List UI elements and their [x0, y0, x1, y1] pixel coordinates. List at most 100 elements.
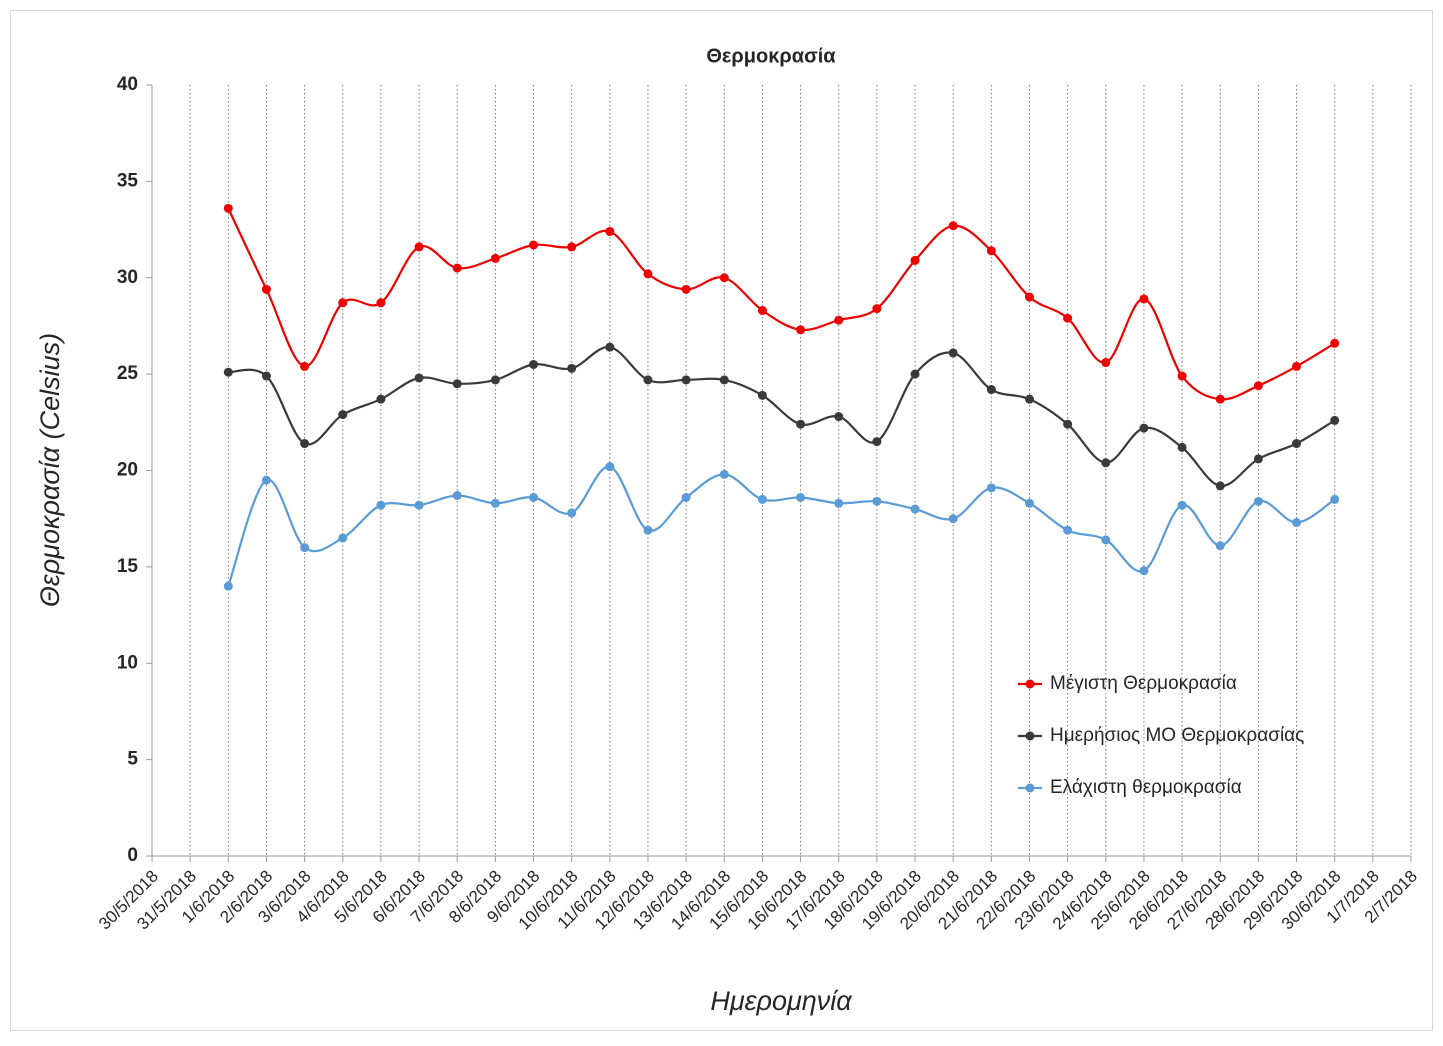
data-point [338, 533, 348, 543]
data-point [605, 226, 615, 236]
data-point [567, 242, 577, 252]
data-point [567, 363, 577, 373]
data-point [1330, 494, 1340, 504]
data-point [1215, 394, 1225, 404]
data-point [338, 410, 348, 420]
legend-label: Ημερήσιος ΜΟ Θερμοκρασίας [1050, 725, 1304, 746]
data-point [605, 462, 615, 472]
data-point [376, 298, 386, 308]
data-point [261, 284, 271, 294]
data-point [757, 306, 767, 316]
data-point [681, 375, 691, 385]
data-point [719, 375, 729, 385]
legend-marker [1025, 783, 1035, 793]
legend-label: Ελάχιστη θερμοκρασία [1050, 777, 1242, 798]
legend-marker [1025, 679, 1035, 689]
data-point [414, 373, 424, 383]
y-tick-label: 0 [127, 845, 138, 866]
data-point [719, 469, 729, 479]
data-point [834, 315, 844, 325]
data-point [1292, 518, 1302, 528]
data-point [1063, 525, 1073, 535]
data-point [490, 253, 500, 263]
data-point [681, 492, 691, 502]
data-point [338, 298, 348, 308]
data-point [1139, 294, 1149, 304]
y-tick-label: 20 [117, 460, 138, 481]
data-point [948, 221, 958, 231]
data-point [1253, 496, 1263, 506]
data-point [910, 255, 920, 265]
y-axis-label: Θερμοκρασία (Celsius) [35, 333, 65, 607]
data-point [300, 439, 310, 449]
y-tick-label: 10 [117, 652, 138, 673]
data-point [567, 508, 577, 518]
legend-label: Μέγιστη Θερμοκρασία [1050, 673, 1237, 694]
data-point [796, 325, 806, 335]
data-point [1330, 415, 1340, 425]
data-point [1292, 439, 1302, 449]
data-point [261, 475, 271, 485]
data-point [872, 437, 882, 447]
data-point [223, 581, 233, 591]
data-point [1139, 566, 1149, 576]
y-tick-label: 40 [117, 74, 138, 95]
chart-title: Θερμοκρασία [706, 45, 836, 67]
data-point [643, 525, 653, 535]
data-point [948, 514, 958, 524]
data-point [414, 242, 424, 252]
data-point [719, 273, 729, 283]
data-point [910, 504, 920, 514]
series-line [227, 465, 1336, 587]
data-point [796, 419, 806, 429]
data-point [1024, 292, 1034, 302]
data-point [1101, 458, 1111, 468]
data-point [834, 412, 844, 422]
data-point [490, 375, 500, 385]
data-point [872, 304, 882, 314]
data-point [1253, 454, 1263, 464]
y-tick-label: 5 [127, 749, 138, 770]
data-point [300, 543, 310, 553]
data-point [986, 483, 996, 493]
data-point [1177, 442, 1187, 452]
data-point [757, 494, 767, 504]
y-tick-label: 25 [117, 363, 139, 384]
data-point [1063, 313, 1073, 323]
data-point [376, 394, 386, 404]
data-point [1215, 541, 1225, 551]
data-point [529, 359, 539, 369]
data-point [910, 369, 920, 379]
data-point [872, 496, 882, 506]
data-point [452, 491, 462, 501]
data-point [986, 385, 996, 395]
data-point [605, 342, 615, 352]
data-point [1253, 381, 1263, 391]
data-point [414, 500, 424, 510]
data-point [681, 284, 691, 294]
data-point [643, 375, 653, 385]
data-point [1215, 481, 1225, 491]
data-point [1101, 535, 1111, 545]
y-tick-label: 30 [117, 267, 138, 288]
data-point [452, 379, 462, 389]
legend-marker [1025, 731, 1035, 741]
data-point [1330, 338, 1340, 348]
data-point [452, 263, 462, 273]
data-point [1292, 361, 1302, 371]
data-point [1063, 419, 1073, 429]
data-point [261, 371, 271, 381]
y-tick-label: 35 [117, 170, 139, 191]
data-point [529, 492, 539, 502]
y-tick-label: 15 [117, 556, 139, 577]
data-point [986, 246, 996, 256]
data-point [1177, 500, 1187, 510]
data-point [1139, 423, 1149, 433]
data-point [948, 348, 958, 358]
x-axis-label: Ημερομηνία [710, 986, 853, 1016]
data-point [376, 500, 386, 510]
data-point [1101, 358, 1111, 368]
data-point [1177, 371, 1187, 381]
data-point [1024, 498, 1034, 508]
